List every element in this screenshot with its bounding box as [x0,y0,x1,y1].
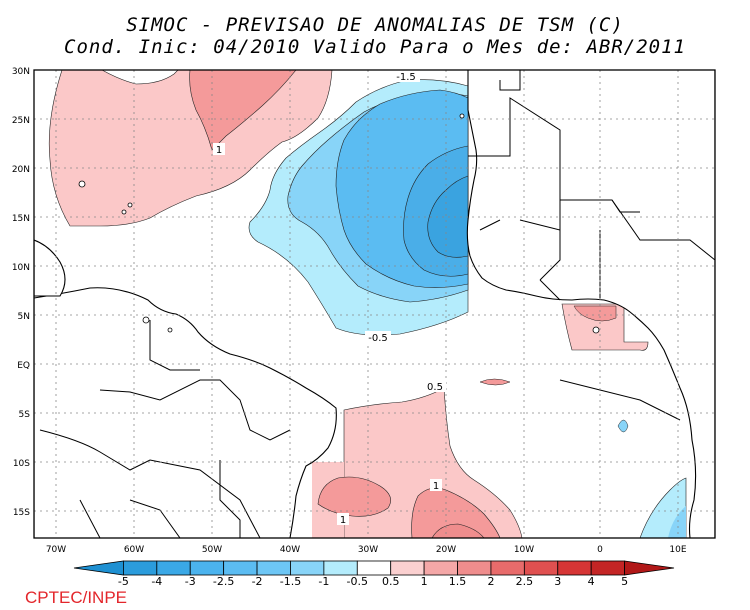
colorbar-label: 5 [621,575,628,588]
negative-anomaly-small [617,419,629,433]
colorbar-label: -1.5 [280,575,301,588]
colorbar-swatch [223,560,258,576]
latitude-axis: 30N 25N 20N 15N 10N 5N EQ 5S 10S 15S [12,67,30,518]
lat-label: 20N [12,165,30,175]
colorbar-label: -2 [252,575,263,588]
longitude-axis: 70W 60W 50W 40W 30W 20W 10W 0 10E [46,545,687,555]
colorbar-swatch [123,560,158,576]
colorbar-label: 2 [487,575,494,588]
colorbar-label: 0.5 [382,575,400,588]
colorbar-swatch [73,560,124,576]
map-fields [34,70,715,538]
contour-label-neg-0-5: -0.5 [368,333,388,344]
colorbar-swatch [256,560,291,576]
africa [466,70,715,538]
contour-label-pos-1-north: 1 [216,145,222,156]
colorbar-label: 1 [421,575,428,588]
negative-anomaly-southeast-core [668,506,686,538]
contour-label-pos-0-5: 0.5 [427,382,443,393]
positive-anomaly-core-south-3 [431,523,485,538]
colorbar-swatch [390,560,425,576]
contour-labels: -1.5 -0.5 0.5 1 1 1 [213,70,446,526]
colorbar-swatch [156,560,191,576]
colorbar-label: 1.5 [449,575,467,588]
colorbar-label: 4 [588,575,595,588]
colorbar-swatch [624,560,675,576]
positive-anomaly-small [479,378,511,386]
lon-label: 40W [280,545,300,555]
positive-anomaly-northwest [48,70,333,227]
colorbar-label: -5 [118,575,129,588]
brand-label: CPTEC/INPE [25,588,128,607]
colorbar-swatch [590,560,625,576]
contour-label-neg-1-5: -1.5 [396,72,416,83]
contour-label-pos-1-west: 1 [340,515,346,526]
grid [34,70,715,538]
colorbar-label: 3 [554,575,561,588]
lon-label: 70W [46,545,66,555]
colorbar-swatch [356,560,392,576]
colorbar: -5 -4 -3 -2.5 -2 -1.5 -1 -0.5 0.5 1 1.5 2 2.5 3 4 5 [73,560,675,588]
lat-label: 15S [13,508,30,518]
positive-anomaly-gulf-core [573,305,617,322]
lon-label: 60W [124,545,144,555]
lat-label: 5S [19,410,31,420]
lat-label: 25N [12,116,30,126]
lon-label: 0 [597,545,603,555]
colorbar-label: -2.5 [213,575,234,588]
lon-label: 30W [358,545,378,555]
negative-anomaly-deep [427,175,469,258]
map-frame [33,69,716,539]
lat-label: 15N [12,214,30,224]
map-subtitle: Cond. Inic: 04/2010 Valido Para o Mes de… [64,36,686,58]
colorbar-swatch [189,560,225,576]
lon-label: 10W [514,545,534,555]
colorbar-swatch [523,560,559,576]
islands [78,113,600,334]
colorbar-swatch [457,560,492,576]
colorbar-label: -0.5 [347,575,368,588]
lat-label: 10S [13,459,30,469]
colorbar-swatch [323,560,358,576]
country-borders [39,70,715,538]
lat-label: 5N [18,312,30,322]
colorbar-label: 2.5 [516,575,534,588]
colorbar-swatch [423,560,458,576]
lat-label: EQ [17,361,30,371]
colorbar-label: -3 [185,575,196,588]
colorbar-label: -1 [318,575,329,588]
caribbean-land [34,239,66,297]
lon-label: 20W [436,545,456,555]
lat-label: 30N [12,67,30,77]
colorbar-swatch [557,560,592,576]
lat-label: 10N [12,263,30,273]
colorbar-swatch [490,560,525,576]
colorbar-label: -4 [151,575,162,588]
contour-label-pos-1-south: 1 [433,481,439,492]
map-title: SIMOC - PREVISAO DE ANOMALIAS DE TSM (C) [126,14,624,36]
colorbar-swatch [290,560,325,576]
lon-label: 50W [202,545,222,555]
lon-label: 10E [669,545,686,555]
